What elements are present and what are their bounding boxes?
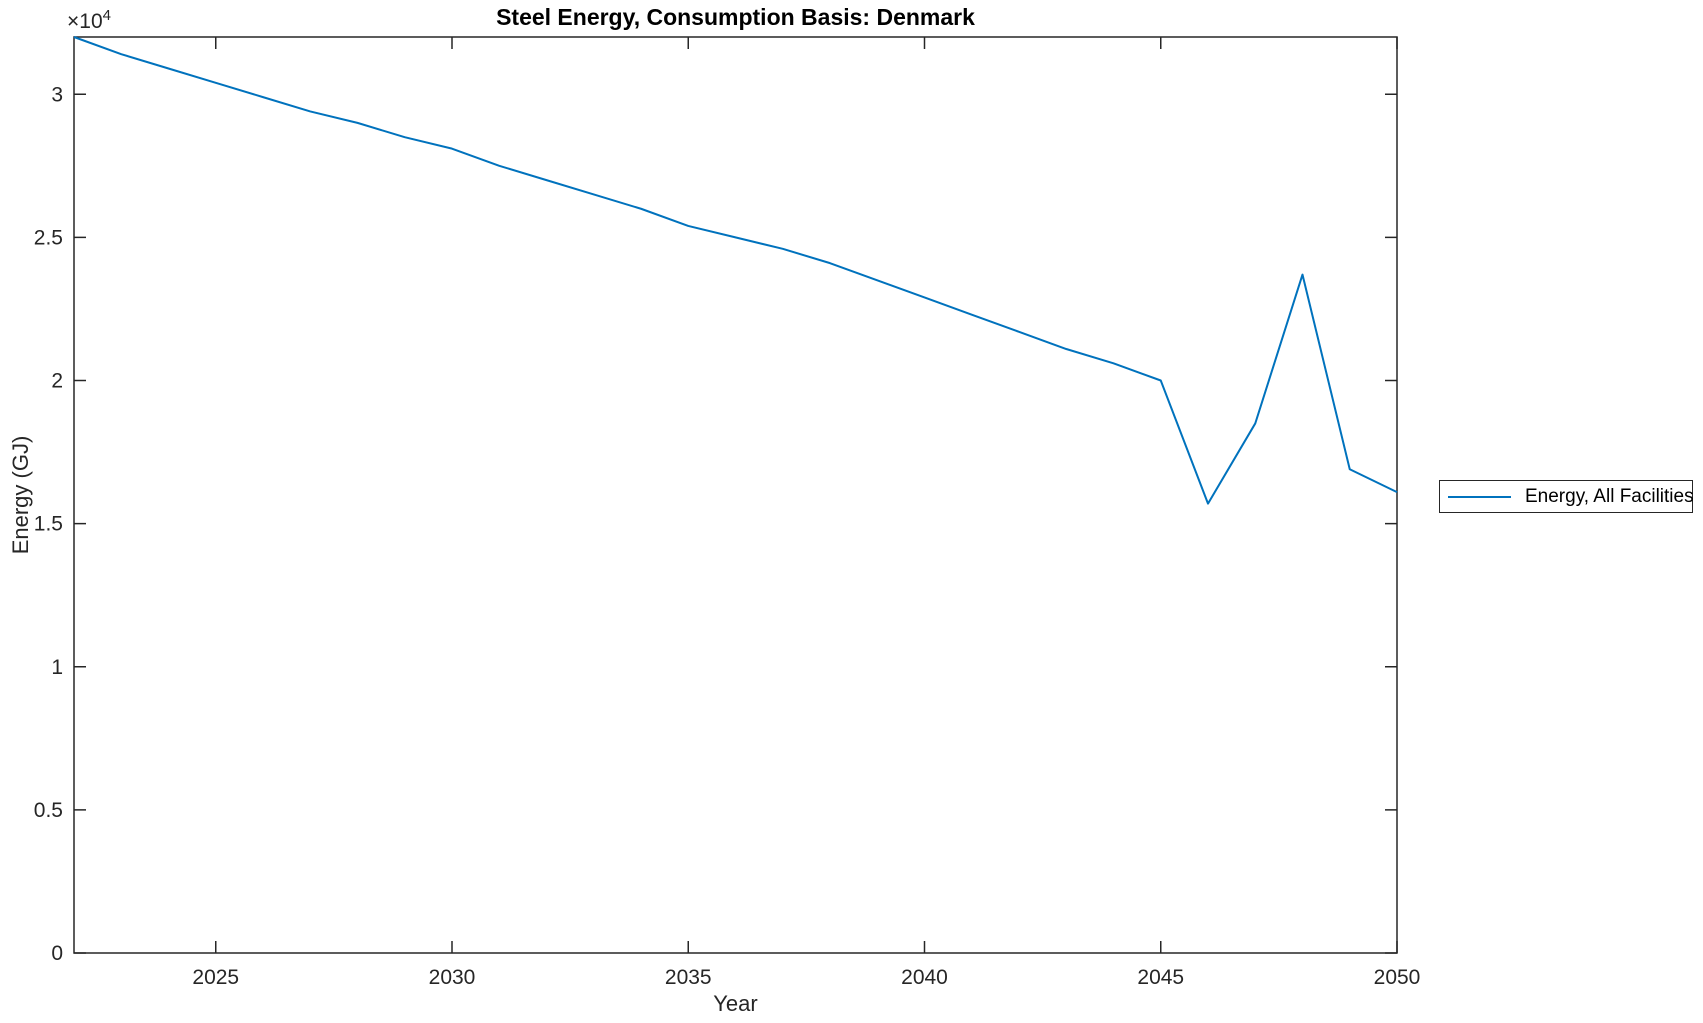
x-tick-label: 2045 xyxy=(1137,966,1184,989)
x-tick-label: 2050 xyxy=(1374,966,1421,989)
axes-box xyxy=(73,36,1398,954)
y-tick-label: 0 xyxy=(51,942,63,965)
y-axis-label: Energy (GJ) xyxy=(8,435,33,555)
x-tick-label: 2040 xyxy=(901,966,948,989)
x-tick-label: 2035 xyxy=(665,966,712,989)
y-tick-label: 2.5 xyxy=(34,226,63,249)
y-tick-label: 1.5 xyxy=(34,513,63,536)
legend-entry-label: Energy, All Facilities xyxy=(1525,485,1694,507)
x-tick-label: 2030 xyxy=(429,966,476,989)
data-line xyxy=(73,36,1398,505)
y-axis-offset-label: ×104 xyxy=(67,7,111,34)
y-tick-label: 0.5 xyxy=(34,799,63,822)
y-tick-label: 1 xyxy=(51,656,63,679)
legend-line-sample xyxy=(1448,495,1511,498)
y-tick-label: 2 xyxy=(51,370,63,393)
chart-title: Steel Energy, Consumption Basis: Denmark xyxy=(496,4,975,30)
x-axis-label: Year xyxy=(713,991,758,1016)
legend-box: Energy, All Facilities xyxy=(1439,480,1694,513)
y-axis-offset-base: ×10 xyxy=(67,10,103,33)
y-tick-label: 3 xyxy=(51,83,63,106)
x-tick-label: 2025 xyxy=(192,966,239,989)
y-axis-offset-exponent: 4 xyxy=(102,7,111,24)
